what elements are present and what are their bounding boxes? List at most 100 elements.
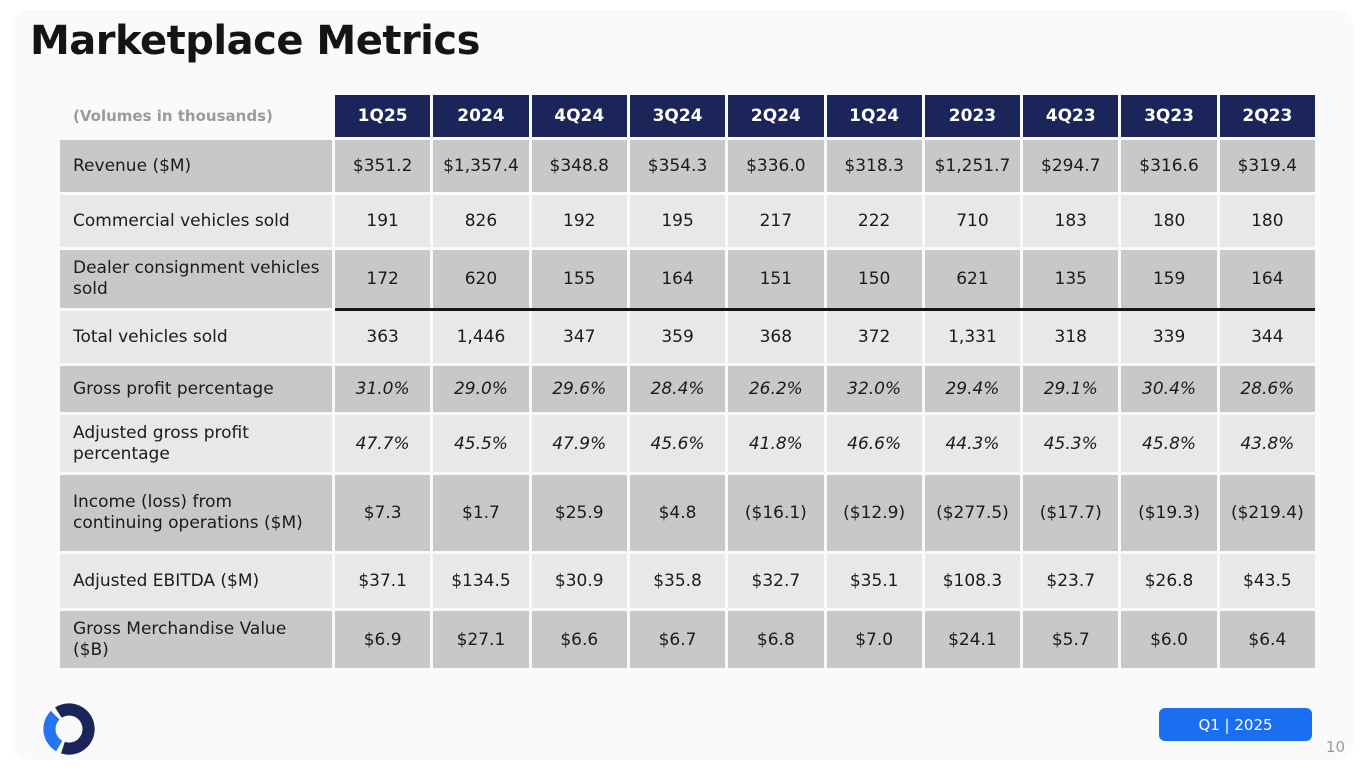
metric-value: 29.6% bbox=[531, 366, 627, 412]
metric-value: 28.4% bbox=[629, 366, 726, 412]
metric-value: ($277.5) bbox=[924, 475, 1021, 551]
metric-value: $348.8 bbox=[531, 140, 627, 192]
metric-value: $32.7 bbox=[728, 554, 824, 608]
metric-value: 222 bbox=[826, 195, 922, 247]
metric-value: $134.5 bbox=[433, 554, 529, 608]
metric-label: Gross profit percentage bbox=[60, 366, 332, 412]
column-header: 1Q24 bbox=[826, 95, 922, 137]
metric-value: $30.9 bbox=[531, 554, 627, 608]
table-header-row: (Volumes in thousands) 1Q25 2024 4Q24 3Q24 2Q… bbox=[60, 95, 1315, 137]
metric-value: $4.8 bbox=[629, 475, 726, 551]
metric-value: 45.3% bbox=[1023, 415, 1119, 472]
metric-value: $37.1 bbox=[335, 554, 431, 608]
table-row: Dealer consignment vehicles sold 172 620 15… bbox=[60, 250, 1315, 311]
metric-value: 172 bbox=[335, 250, 431, 308]
metric-value: 217 bbox=[728, 195, 824, 247]
metric-value: 195 bbox=[629, 195, 726, 247]
metric-value: $43.5 bbox=[1219, 554, 1315, 608]
metric-value: 180 bbox=[1121, 195, 1217, 247]
metric-value: $6.6 bbox=[531, 611, 627, 668]
metric-value: 344 bbox=[1219, 311, 1315, 363]
metric-value: 29.4% bbox=[924, 366, 1021, 412]
metric-label: Dealer consignment vehicles sold bbox=[60, 250, 332, 308]
table-row: Gross profit percentage 31.0% 29.0% 29.6% 28… bbox=[60, 366, 1315, 412]
metric-value: 1,331 bbox=[924, 311, 1021, 363]
metric-value: 192 bbox=[531, 195, 627, 247]
metric-value: 359 bbox=[629, 311, 726, 363]
table-row: Adjusted EBITDA ($M) $37.1 $134.5 $30.9 $35.… bbox=[60, 554, 1315, 608]
metric-value: 183 bbox=[1023, 195, 1119, 247]
column-header: 4Q24 bbox=[531, 95, 627, 137]
column-header: 2023 bbox=[924, 95, 1021, 137]
metric-value: $351.2 bbox=[335, 140, 431, 192]
openlane-ring-logo bbox=[43, 703, 95, 755]
metric-value: $108.3 bbox=[924, 554, 1021, 608]
table-row: Revenue ($M) $351.2 $1,357.4 $348.8 $354.3 $3… bbox=[60, 140, 1315, 192]
metric-value: $6.9 bbox=[335, 611, 431, 668]
metric-value: 191 bbox=[335, 195, 431, 247]
column-header: 2Q23 bbox=[1219, 95, 1315, 137]
table-row: Commercial vehicles sold 191 826 192 195 217 2… bbox=[60, 195, 1315, 247]
metric-value: 31.0% bbox=[335, 366, 431, 412]
metric-label: Commercial vehicles sold bbox=[60, 195, 332, 247]
table-corner-label: (Volumes in thousands) bbox=[73, 106, 273, 125]
metric-value: 368 bbox=[728, 311, 824, 363]
metric-value: 372 bbox=[826, 311, 922, 363]
metric-label: Revenue ($M) bbox=[60, 140, 332, 192]
metric-label: Income (loss) from continuing operations… bbox=[60, 475, 332, 551]
metric-value: $24.1 bbox=[924, 611, 1021, 668]
metric-value: 151 bbox=[728, 250, 824, 308]
metric-value: 1,446 bbox=[433, 311, 529, 363]
metric-value: 45.5% bbox=[433, 415, 529, 472]
metric-value: 30.4% bbox=[1121, 366, 1217, 412]
metric-value: 620 bbox=[433, 250, 529, 308]
metric-value: $6.4 bbox=[1219, 611, 1315, 668]
metric-value: 164 bbox=[629, 250, 726, 308]
subtotal-rule bbox=[335, 308, 1315, 311]
metric-value: $6.7 bbox=[629, 611, 726, 668]
quarter-badge: Q1 | 2025 bbox=[1159, 708, 1312, 741]
metric-value: $7.3 bbox=[335, 475, 431, 551]
table-row: Total vehicles sold 363 1,446 347 359 368 372 1… bbox=[60, 311, 1315, 363]
metric-value: $5.7 bbox=[1023, 611, 1119, 668]
metric-value: 135 bbox=[1023, 250, 1119, 308]
metric-value: 159 bbox=[1121, 250, 1217, 308]
metric-label: Total vehicles sold bbox=[60, 311, 332, 363]
metric-value: $6.0 bbox=[1121, 611, 1217, 668]
metric-value: 45.6% bbox=[629, 415, 726, 472]
metric-value: 180 bbox=[1219, 195, 1315, 247]
metric-value: 47.9% bbox=[531, 415, 627, 472]
column-header: 4Q23 bbox=[1023, 95, 1119, 137]
metric-value: $6.8 bbox=[728, 611, 824, 668]
column-header: 1Q25 bbox=[335, 95, 431, 137]
metric-value: 41.8% bbox=[728, 415, 824, 472]
column-header: 3Q24 bbox=[629, 95, 726, 137]
metric-value: ($17.7) bbox=[1023, 475, 1119, 551]
table-row: Income (loss) from continuing operations… bbox=[60, 475, 1315, 551]
column-header: 2024 bbox=[433, 95, 529, 137]
metric-value: 150 bbox=[826, 250, 922, 308]
metric-value: 44.3% bbox=[924, 415, 1021, 472]
metric-value: $354.3 bbox=[629, 140, 726, 192]
metric-value: ($12.9) bbox=[826, 475, 922, 551]
metric-value: $25.9 bbox=[531, 475, 627, 551]
metric-value: $7.0 bbox=[826, 611, 922, 668]
column-header: 3Q23 bbox=[1121, 95, 1217, 137]
metric-value: 29.1% bbox=[1023, 366, 1119, 412]
metric-value: 32.0% bbox=[826, 366, 922, 412]
metric-value: 621 bbox=[924, 250, 1021, 308]
metric-value: 29.0% bbox=[433, 366, 529, 412]
metric-value: 347 bbox=[531, 311, 627, 363]
metric-value: $294.7 bbox=[1023, 140, 1119, 192]
metric-value: 28.6% bbox=[1219, 366, 1315, 412]
metric-value: 363 bbox=[335, 311, 431, 363]
metric-value: 47.7% bbox=[335, 415, 431, 472]
metric-value: $27.1 bbox=[433, 611, 529, 668]
table-row: Gross Merchandise Value ($B) $6.9 $27.1 $6.… bbox=[60, 611, 1315, 668]
metric-value: $23.7 bbox=[1023, 554, 1119, 608]
metric-label: Adjusted gross profit percentage bbox=[60, 415, 332, 472]
metric-value: 164 bbox=[1219, 250, 1315, 308]
metric-value: 710 bbox=[924, 195, 1021, 247]
page-number: 10 bbox=[1325, 738, 1345, 756]
metric-label: Gross Merchandise Value ($B) bbox=[60, 611, 332, 668]
